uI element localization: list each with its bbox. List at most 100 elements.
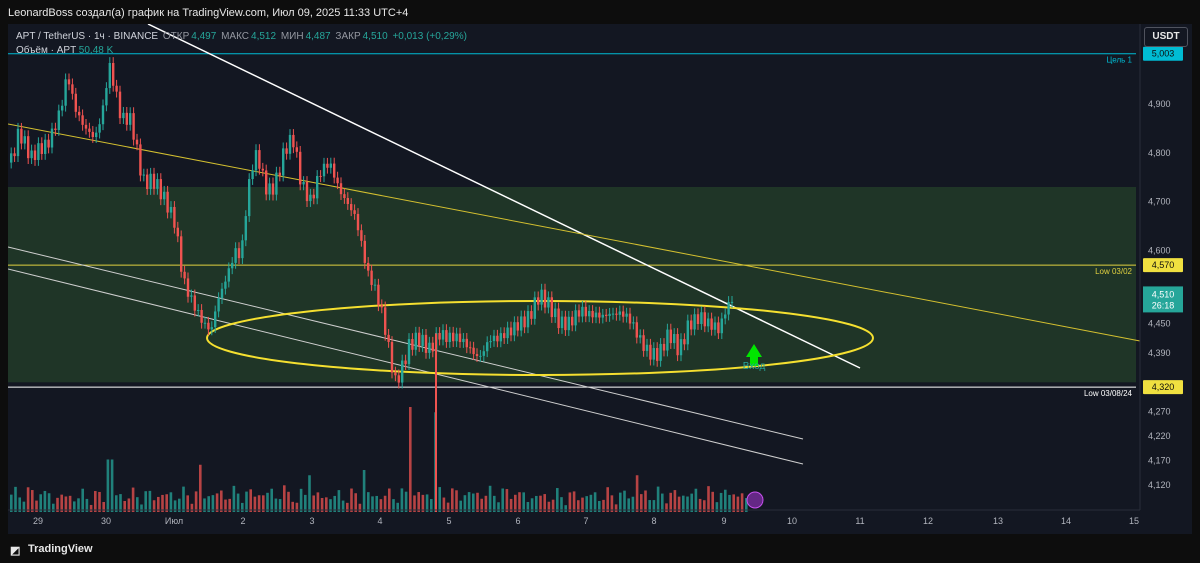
candle: [713, 322, 717, 330]
candle: [265, 170, 268, 195]
candle: [469, 347, 472, 349]
candle: [666, 329, 669, 351]
y-tick-label: 4,700: [1148, 197, 1171, 207]
volume-bar: [505, 489, 509, 512]
candle: [656, 348, 659, 361]
candle: [530, 311, 533, 319]
candle: [336, 177, 339, 184]
volume-bar: [253, 496, 257, 512]
volume-bar: [211, 495, 215, 512]
current-price-bg: [1143, 286, 1183, 313]
candle: [571, 316, 574, 326]
x-tick-label: 8: [651, 516, 656, 526]
x-tick-label: 29: [33, 516, 43, 526]
volume-bar: [455, 490, 458, 512]
volume-bar: [388, 488, 391, 512]
volume-bar: [152, 500, 156, 512]
volume-bar: [572, 491, 576, 512]
currency-button[interactable]: USDT: [1144, 27, 1188, 47]
volume-bar: [472, 493, 475, 512]
volume-bar: [644, 490, 647, 512]
open-label: ОТКР: [162, 31, 190, 42]
candle: [203, 322, 207, 324]
candle: [628, 313, 632, 324]
volume-bar: [68, 495, 72, 512]
candle: [353, 210, 356, 214]
volume-bar: [224, 499, 227, 512]
volume-bar: [484, 495, 488, 512]
candle: [173, 206, 176, 228]
candle: [261, 168, 264, 171]
volume-bar: [110, 459, 114, 512]
candle: [193, 295, 196, 311]
candle: [506, 327, 509, 339]
volume-bar: [119, 494, 122, 512]
price-chart[interactable]: Цель 1 Low 03/02 Low 03/08/24 Вход 4,900 4,80…: [8, 24, 1192, 534]
candle: [288, 134, 292, 154]
volume-bar: [56, 497, 59, 512]
chart-area[interactable]: Цель 1 Low 03/02 Low 03/08/24 Вход 4,900 4,80…: [8, 24, 1192, 534]
candle: [319, 175, 322, 177]
volume-bar: [199, 464, 202, 512]
volume-bar: [287, 491, 290, 512]
volume-bar: [312, 495, 315, 512]
candle: [523, 316, 526, 328]
volume-bar: [682, 495, 685, 512]
tradingview-logo-icon[interactable]: ◩: [10, 545, 21, 557]
candle: [509, 327, 513, 336]
volume-bar: [89, 504, 93, 512]
candle: [489, 341, 492, 343]
volume-bar: [690, 493, 693, 512]
candle: [13, 153, 16, 157]
candle: [581, 306, 584, 317]
publisher-bar: LeonardBoss создал(а) график на TradingV…: [0, 0, 1200, 24]
volume-bar: [194, 491, 198, 512]
candle: [418, 332, 421, 347]
candle: [513, 322, 516, 336]
volume-bar: [190, 503, 194, 512]
candle: [149, 173, 152, 190]
volume-bar: [665, 503, 668, 512]
publisher-text: LeonardBoss создал(а) график на TradingV…: [8, 7, 409, 19]
candle: [30, 150, 33, 159]
volume-bar: [60, 494, 63, 512]
candle: [316, 175, 319, 199]
candle: [299, 151, 302, 185]
volume-bar: [610, 495, 614, 512]
candle: [486, 342, 489, 352]
candle: [588, 310, 591, 317]
volume-bar: [257, 495, 261, 512]
candle: [557, 308, 560, 329]
candle: [166, 191, 169, 213]
candle: [567, 316, 570, 331]
candle: [10, 153, 13, 163]
volume-bar: [262, 495, 265, 512]
candle: [424, 334, 428, 353]
candle: [268, 183, 271, 195]
footer-brand[interactable]: TradingView: [28, 543, 93, 555]
volume-bar: [400, 488, 404, 512]
volume-bar: [98, 491, 101, 512]
volume-bar: [18, 497, 21, 512]
candle: [683, 339, 686, 345]
y-tick-label: 4,120: [1148, 480, 1171, 490]
volume-bar: [144, 491, 147, 512]
candle: [642, 335, 645, 351]
candle: [441, 330, 445, 340]
candle: [295, 147, 298, 152]
symbol-text[interactable]: APT / TetherUS · 1ч · BINANCE: [16, 31, 159, 42]
volume-bar: [547, 501, 551, 512]
volume-bar: [35, 500, 38, 512]
volume-bar: [631, 496, 635, 512]
candle: [632, 322, 635, 324]
entry-arrow-icon: [746, 344, 762, 366]
y-tick-label: 4,600: [1148, 245, 1171, 255]
candle: [57, 110, 60, 130]
volume-bar: [102, 502, 105, 512]
volume-bar: [652, 500, 656, 512]
target-price-tag-bg: [1143, 46, 1183, 61]
volume-bar: [215, 493, 219, 512]
candle: [139, 144, 142, 176]
candle: [101, 105, 105, 125]
volume-bar: [337, 490, 341, 512]
